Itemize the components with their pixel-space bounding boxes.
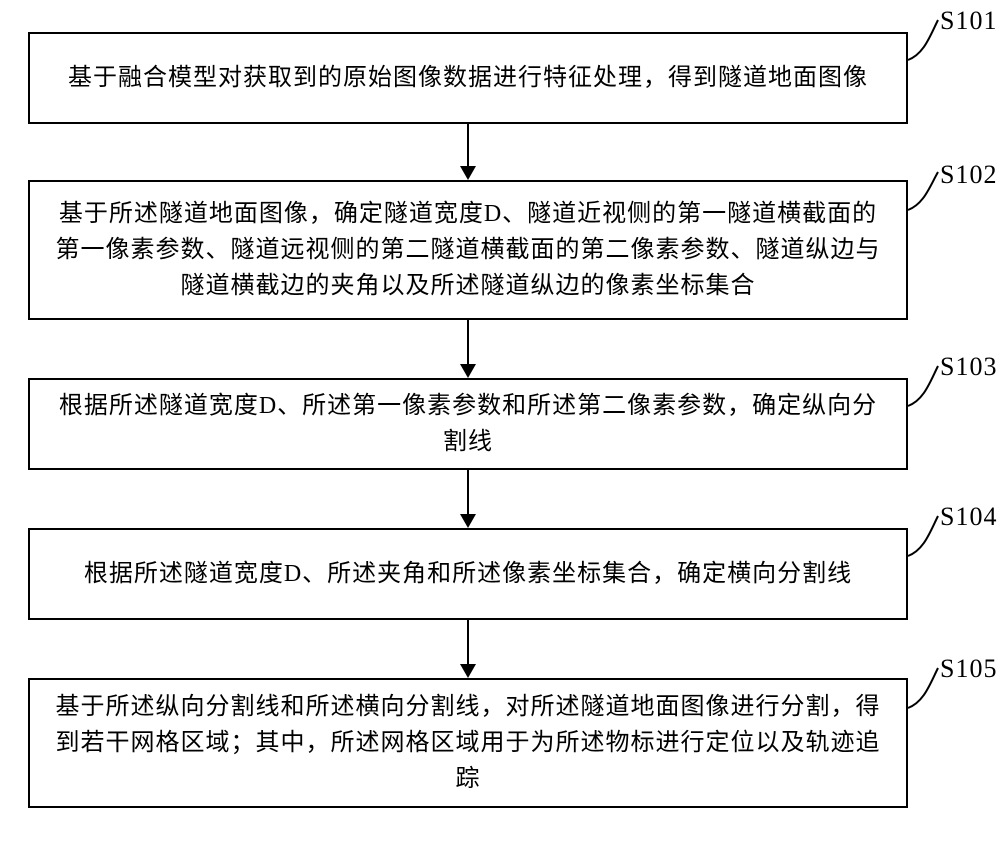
arrow-line xyxy=(467,124,469,166)
step-label-s102: S102 xyxy=(940,160,997,190)
step-text: 基于融合模型对获取到的原始图像数据进行特征处理，得到隧道地面图像 xyxy=(68,60,868,96)
step-label-s101: S101 xyxy=(940,6,997,36)
arrow-line xyxy=(467,320,469,364)
flowchart-container: 基于融合模型对获取到的原始图像数据进行特征处理，得到隧道地面图像 S101 基于所述… xyxy=(0,0,1000,854)
step-box-s104: 根据所述隧道宽度D、所述夹角和所述像素坐标集合，确定横向分割线 xyxy=(28,528,908,620)
step-text: 根据所述隧道宽度D、所述夹角和所述像素坐标集合，确定横向分割线 xyxy=(84,556,852,592)
arrow-head-icon xyxy=(460,664,476,678)
step-box-s105: 基于所述纵向分割线和所述横向分割线，对所述隧道地面图像进行分割，得到若干网格区域… xyxy=(28,678,908,808)
arrow-head-icon xyxy=(460,166,476,180)
arrow-head-icon xyxy=(460,514,476,528)
arrow-head-icon xyxy=(460,364,476,378)
step-box-s102: 基于所述隧道地面图像，确定隧道宽度D、隧道近视侧的第一隧道横截面的第一像素参数、… xyxy=(28,180,908,320)
arrow-line xyxy=(467,470,469,514)
step-text: 基于所述隧道地面图像，确定隧道宽度D、隧道近视侧的第一隧道横截面的第一像素参数、… xyxy=(50,196,886,304)
step-box-s103: 根据所述隧道宽度D、所述第一像素参数和所述第二像素参数，确定纵向分割线 xyxy=(28,378,908,470)
step-label-s103: S103 xyxy=(940,352,997,382)
step-text: 基于所述纵向分割线和所述横向分割线，对所述隧道地面图像进行分割，得到若干网格区域… xyxy=(50,689,886,797)
step-label-s104: S104 xyxy=(940,502,997,532)
step-label-s105: S105 xyxy=(940,654,997,684)
step-box-s101: 基于融合模型对获取到的原始图像数据进行特征处理，得到隧道地面图像 xyxy=(28,32,908,124)
arrow-line xyxy=(467,620,469,664)
step-text: 根据所述隧道宽度D、所述第一像素参数和所述第二像素参数，确定纵向分割线 xyxy=(50,388,886,460)
